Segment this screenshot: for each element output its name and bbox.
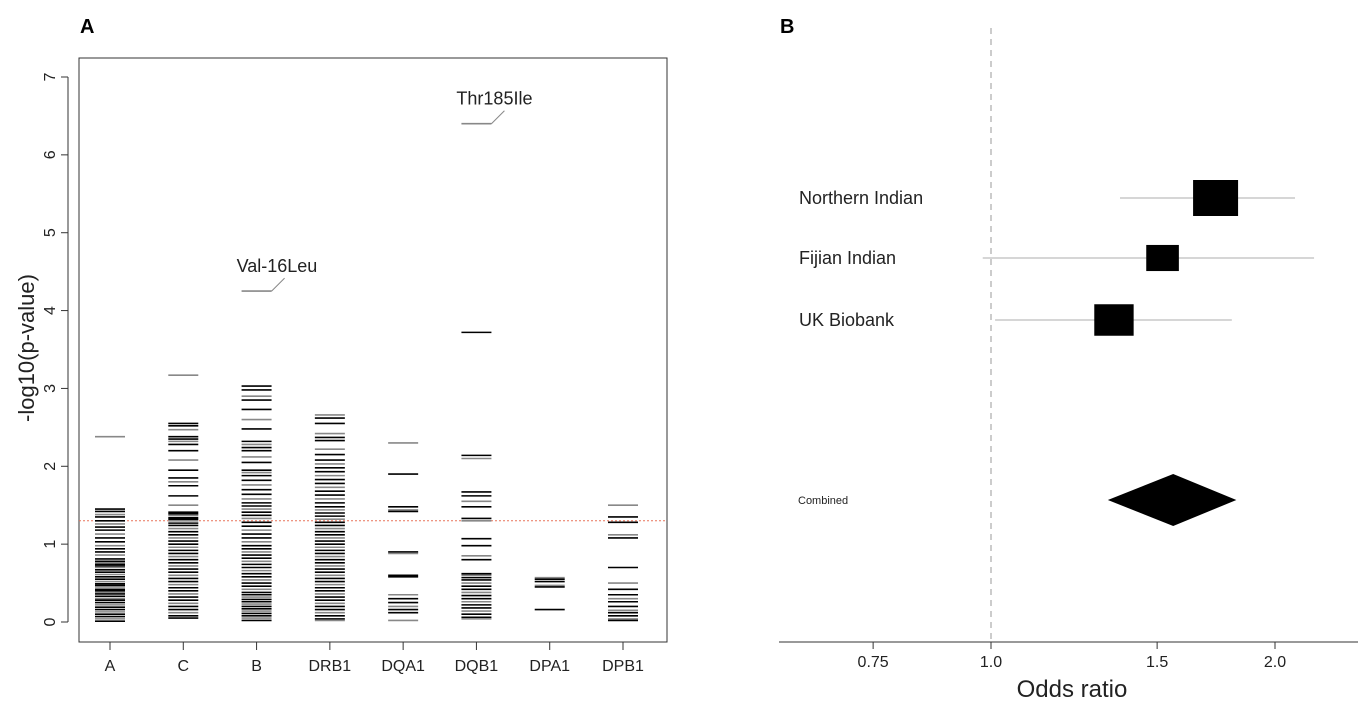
panel-a-label: A: [80, 16, 94, 38]
x-tick-label: B: [251, 658, 262, 675]
y-tick-label: 0: [42, 617, 59, 626]
odds-ratio-box: [1146, 244, 1179, 272]
y-tick-label: 2: [42, 462, 59, 471]
annotation-leader: [491, 110, 505, 125]
y-tick-label: 1: [42, 540, 59, 549]
annotation-leader: [271, 277, 285, 292]
study-label: Fijian Indian: [799, 248, 896, 268]
x-tick-label: 1.0: [980, 654, 1002, 671]
odds-ratio-box: [1193, 180, 1239, 216]
panel-a-y-axis-title: -log10(p-value): [14, 274, 39, 422]
odds-ratio-box: [1094, 304, 1134, 336]
panel-b-label: B: [780, 16, 794, 38]
study-label: Northern Indian: [799, 188, 923, 208]
x-tick-label: DPB1: [602, 658, 644, 675]
y-tick-label: 7: [42, 72, 59, 81]
x-tick-label: 1.5: [1146, 654, 1168, 671]
x-tick-label: DQB1: [455, 658, 499, 675]
combined-estimate-diamond: [1107, 474, 1237, 526]
x-tick-label: 2.0: [1264, 654, 1286, 671]
y-tick-label: 4: [42, 306, 59, 315]
combined-label: Combined: [798, 495, 848, 507]
x-tick-label: A: [105, 658, 116, 675]
panel-b-x-axis-title: Odds ratio: [1017, 676, 1128, 703]
x-tick-label: C: [178, 658, 190, 675]
y-tick-label: 5: [42, 228, 59, 237]
y-tick-label: 3: [42, 384, 59, 393]
study-label: UK Biobank: [799, 310, 895, 330]
y-tick-label: 6: [42, 150, 59, 159]
annotation-label: Val-16Leu: [237, 256, 318, 276]
x-tick-label: DPA1: [529, 658, 570, 675]
x-tick-label: DQA1: [381, 658, 425, 675]
x-tick-label: 0.75: [858, 654, 889, 671]
panel-a-plot-frame: [78, 57, 668, 643]
annotation-label: Thr185Ile: [456, 89, 532, 109]
x-tick-label: DRB1: [309, 658, 352, 675]
